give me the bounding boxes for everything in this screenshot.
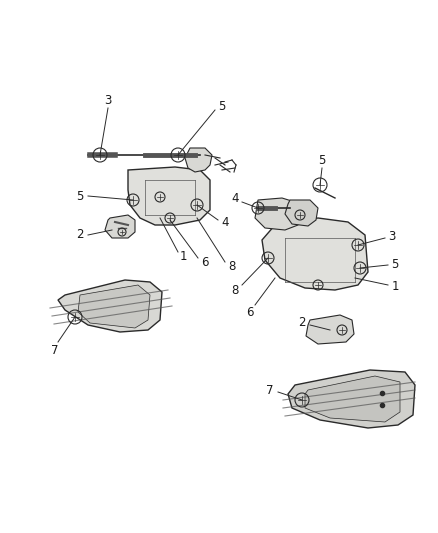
Polygon shape — [285, 200, 318, 226]
Polygon shape — [128, 167, 210, 225]
Text: 2: 2 — [76, 229, 84, 241]
Polygon shape — [288, 370, 415, 428]
Text: 1: 1 — [179, 249, 187, 262]
Text: 5: 5 — [76, 190, 84, 203]
Text: 6: 6 — [201, 255, 209, 269]
Text: 5: 5 — [218, 100, 226, 112]
Polygon shape — [185, 148, 212, 172]
Text: 7: 7 — [266, 384, 274, 397]
Polygon shape — [262, 218, 368, 290]
Text: 8: 8 — [231, 284, 239, 296]
Text: 4: 4 — [231, 191, 239, 205]
Polygon shape — [105, 215, 135, 238]
Text: 8: 8 — [228, 260, 236, 272]
Text: 3: 3 — [104, 93, 112, 107]
Text: 4: 4 — [221, 215, 229, 229]
Text: 7: 7 — [51, 343, 59, 357]
Text: 3: 3 — [389, 230, 396, 243]
Text: 2: 2 — [298, 317, 306, 329]
Text: 1: 1 — [391, 279, 399, 293]
Polygon shape — [305, 376, 400, 422]
Polygon shape — [58, 280, 162, 332]
Text: 6: 6 — [246, 305, 254, 319]
Polygon shape — [255, 198, 300, 230]
Text: 5: 5 — [318, 154, 326, 166]
Polygon shape — [78, 285, 150, 328]
Polygon shape — [306, 315, 354, 344]
Text: 5: 5 — [391, 257, 399, 271]
